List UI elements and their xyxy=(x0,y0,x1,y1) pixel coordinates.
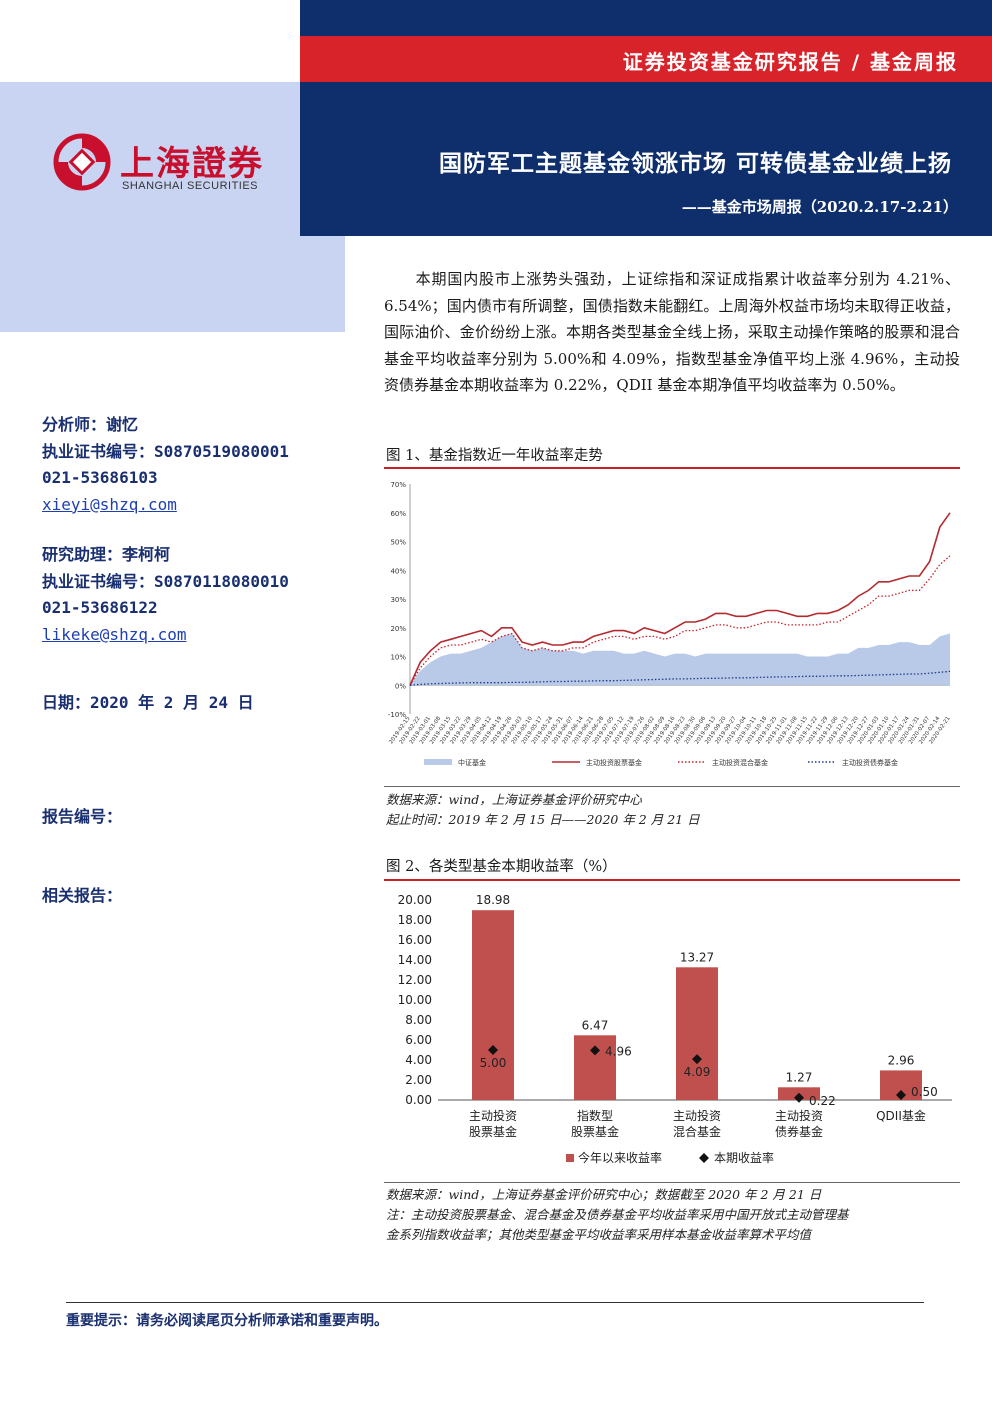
chart2-bar xyxy=(676,967,718,1100)
report-subtitle: ——基金市场周报（2020.2.17-2.21） xyxy=(681,198,958,216)
report-number-label: 报告编号： xyxy=(42,807,123,826)
chart2-y-tick-label: 8.00 xyxy=(405,1013,432,1027)
chart1-y-tick-label: 50% xyxy=(390,539,406,547)
chart2-diamond-label: 4.96 xyxy=(605,1044,632,1058)
figure2-top-rule xyxy=(384,879,960,881)
chart2-diamond-label: 0.22 xyxy=(809,1094,836,1108)
figure2-source-line1: 数据来源：wind，上海证券基金评价研究中心；数据截至 2020 年 2 月 2… xyxy=(386,1187,822,1202)
chart2-bar-label: 2.96 xyxy=(888,1053,915,1067)
chart2-category-label: 主动投资 xyxy=(775,1108,823,1123)
analyst-email-link[interactable]: xieyi@shzq.com xyxy=(42,494,177,514)
chart1-y-tick-label: 20% xyxy=(390,625,406,633)
analyst-cert: 执业证书编号：S0870519080001 xyxy=(42,441,289,461)
figure1-title: 图 1、基金指数近一年收益率走势 xyxy=(386,448,603,464)
chart2-y-tick-label: 14.00 xyxy=(398,953,432,967)
footer-rule xyxy=(66,1302,924,1303)
assistant-phone: 021-53686122 xyxy=(42,598,158,617)
report-title: 国防军工主题基金领涨市场 可转债基金业绩上扬 xyxy=(438,150,952,177)
chart1-y-tick-label: 0% xyxy=(395,682,406,690)
chart2-bar-label: 13.27 xyxy=(680,950,714,964)
chart2-diamond-marker xyxy=(794,1092,804,1103)
chart1-y-tick-label: 70% xyxy=(390,481,406,489)
figure1-bottom-rule xyxy=(384,786,960,787)
chart2-category-label: 混合基金 xyxy=(673,1124,721,1139)
chart1-legend-label: 主动投资债券基金 xyxy=(842,758,898,767)
figure1-line-chart: 70%60%50%40%30%20%10%0%-10%2019-02-15201… xyxy=(388,481,952,767)
chart1-legend-label: 中证基金 xyxy=(458,758,486,767)
figure1-source-line1: 数据来源：wind，上海证券基金评价研究中心 xyxy=(386,792,642,807)
chart2-y-tick-label: 16.00 xyxy=(398,933,432,947)
header-red-bar: 证券投资基金研究报告 / 基金周报 xyxy=(300,36,992,82)
chart2-y-tick-label: 10.00 xyxy=(398,993,432,1007)
figure1-source-line2: 起止时间：2019 年 2 月 15 日——2020 年 2 月 21 日 xyxy=(386,812,700,827)
chart2-legend-swatch xyxy=(566,1154,574,1162)
chart2-diamond-marker xyxy=(896,1090,906,1100)
chart1-y-tick-label: -10% xyxy=(388,711,406,719)
chart2-diamond-marker xyxy=(590,1045,600,1056)
chart2-category-label: 股票基金 xyxy=(571,1124,619,1139)
analyst-info: 分析师：谢忆 执业证书编号：S0870519080001 021-5368610… xyxy=(42,412,342,717)
chart2-y-tick-label: 12.00 xyxy=(398,973,432,987)
chart1-legend-swatch xyxy=(424,759,452,765)
chart2-legend-label: 本期收益率 xyxy=(714,1150,774,1165)
figure2-bottom-rule xyxy=(384,1182,960,1183)
chart2-y-tick-label: 2.00 xyxy=(405,1073,432,1087)
chart2-diamond-marker xyxy=(488,1045,498,1055)
chart1-y-tick-label: 10% xyxy=(390,654,406,662)
chart1-legend-label: 主动投资股票基金 xyxy=(586,758,642,767)
related-reports-label: 相关报告： xyxy=(42,886,123,905)
figure1-source: 数据来源：wind，上海证券基金评价研究中心 起止时间：2019 年 2 月 1… xyxy=(386,790,700,830)
logo: 上海證券 SHANGHAI SECURITIES xyxy=(52,130,282,200)
header-left-band xyxy=(0,82,345,332)
summary-paragraph: 本期国内股市上涨势头强劲，上证综指和深证成指累计收益率分别为 4.21%、6.5… xyxy=(384,270,960,394)
chart2-category-label: 指数型 xyxy=(577,1108,613,1123)
figure2-bar-chart: 20.00 18.00 16.00 14.00 12.00 10.00 8.00 6.00 4.… xyxy=(398,893,952,1165)
chart2-diamond-label: 5.00 xyxy=(480,1056,507,1070)
chart2-legend-swatch xyxy=(699,1153,709,1163)
chart2-y-tick-label: 0.00 xyxy=(405,1093,432,1107)
chart2-category-label: 债券基金 xyxy=(775,1124,823,1139)
figure1-top-rule xyxy=(384,467,960,469)
chart2-category-label: 股票基金 xyxy=(469,1124,517,1139)
chart1-y-tick-label: 30% xyxy=(390,596,406,604)
chart2-bar-label: 1.27 xyxy=(786,1070,813,1084)
chart2-diamond-label: 0.50 xyxy=(911,1085,938,1099)
report-type: 证券投资基金研究报告 / 基金周报 xyxy=(622,50,958,74)
logo-text-en: SHANGHAI SECURITIES xyxy=(122,180,259,192)
figure2-source-line2: 注：主动投资股票基金、混合基金及债券基金平均收益率采用中国开放式主动管理基 xyxy=(386,1207,849,1222)
chart1-series-line xyxy=(409,512,951,686)
chart2-bar-label: 18.98 xyxy=(476,893,510,907)
footer-important-note: 重要提示：请务必阅读尾页分析师承诺和重要声明。 xyxy=(66,1313,388,1329)
figure2-source-line3: 金系列指数收益率；其他类型基金平均收益率采用样本基金收益率算术平均值 xyxy=(386,1227,812,1242)
chart1-legend-label: 主动投资混合基金 xyxy=(712,758,768,767)
chart2-bar xyxy=(472,910,514,1100)
figure2-source: 数据来源：wind，上海证券基金评价研究中心；数据截至 2020 年 2 月 2… xyxy=(386,1185,849,1245)
chart2-y-tick-label: 6.00 xyxy=(405,1033,432,1047)
assistant-name: 研究助理：李柯柯 xyxy=(42,545,171,564)
chart2-category-label: 主动投资 xyxy=(469,1108,517,1123)
chart1-y-tick-label: 60% xyxy=(390,510,406,518)
chart2-category-label: QDII基金 xyxy=(876,1108,926,1123)
chart1-series-line xyxy=(409,555,951,686)
chart2-y-tick-label: 20.00 xyxy=(398,893,432,907)
assistant-email-link[interactable]: likeke@shzq.com xyxy=(42,624,187,644)
chart1-series-line xyxy=(409,670,951,686)
chart2-legend-label: 今年以来收益率 xyxy=(578,1150,662,1165)
chart2-y-tick-label: 18.00 xyxy=(398,913,432,927)
assistant-cert: 执业证书编号：S0870118080010 xyxy=(42,571,289,591)
figure2-title: 图 2、各类型基金本期收益率（%） xyxy=(386,859,617,875)
analyst-name: 分析师：谢忆 xyxy=(42,415,139,434)
chart1-y-tick-label: 40% xyxy=(390,567,406,575)
chart2-category-label: 主动投资 xyxy=(673,1108,721,1123)
chart2-bar-label: 6.47 xyxy=(582,1018,609,1032)
chart2-diamond-label: 4.09 xyxy=(684,1065,711,1079)
logo-text-cn: 上海證券 xyxy=(120,144,264,184)
chart2-y-tick-label: 4.00 xyxy=(405,1053,432,1067)
chart1-series-area xyxy=(410,633,950,686)
logo-emblem-icon xyxy=(53,133,111,191)
report-date: 日期：2020 年 2 月 24 日 xyxy=(42,693,254,712)
chart2-diamond-marker xyxy=(692,1054,702,1065)
analyst-phone: 021-53686103 xyxy=(42,468,158,487)
